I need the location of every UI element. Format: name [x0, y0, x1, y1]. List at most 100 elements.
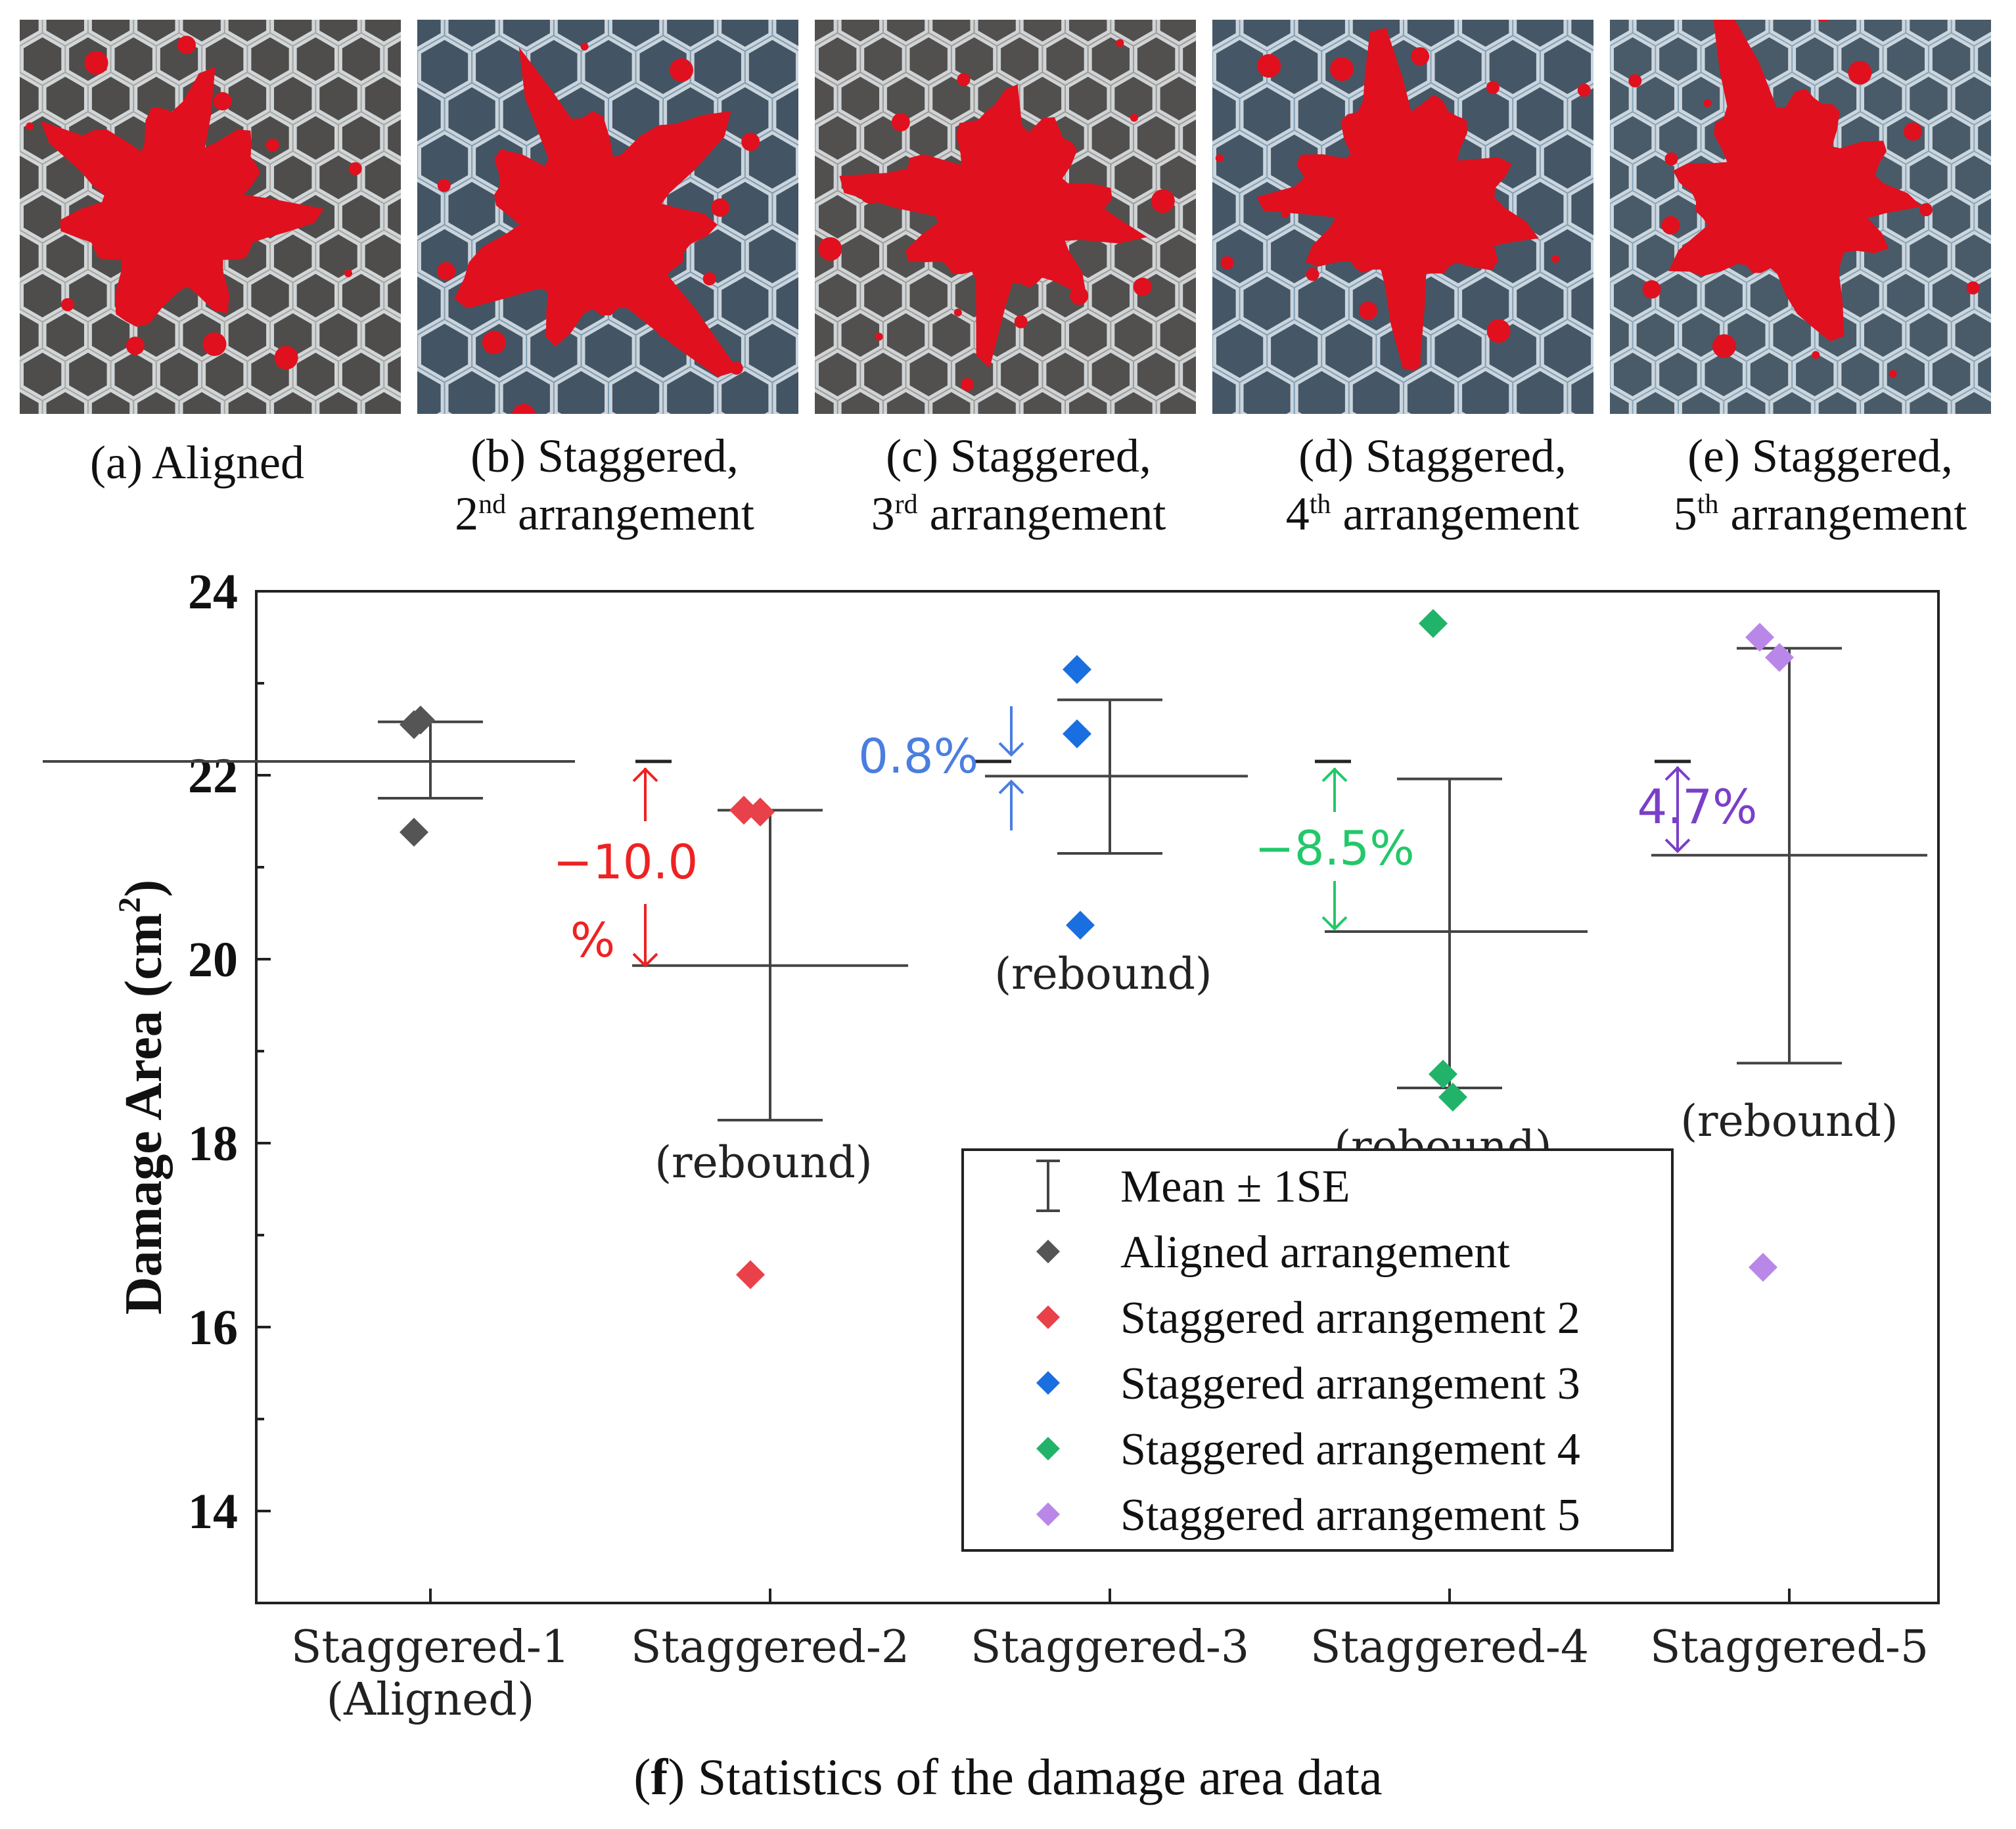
honeycomb-cell [1322, 320, 1376, 382]
damage-speck [875, 332, 883, 341]
damage-speck [26, 122, 34, 131]
honeycomb-cell [773, 84, 798, 145]
caption-e-line2: arrangement [1730, 487, 1967, 540]
honeycomb-cell [1134, 112, 1179, 164]
damage-area-chart: Damage Area (cm2) 14 16 18 20 22 24 Staggered-… [43, 565, 1940, 1726]
honeycomb-cell [582, 320, 635, 382]
data-point [746, 798, 775, 826]
honeycomb-cell [316, 231, 361, 282]
honeycomb-cell [1611, 349, 1655, 400]
honeycomb-cell [664, 20, 718, 51]
honeycomb-cell [838, 388, 882, 414]
honeycomb-cell [43, 388, 87, 414]
change-arrow-head [632, 953, 658, 968]
honeycomb-cell [838, 231, 882, 282]
damage-speck [1577, 83, 1591, 97]
honeycomb-cell [1678, 388, 1724, 414]
chart-axes: Damage Area (cm2) [112, 590, 1940, 1604]
honeycomb-cell [691, 36, 745, 98]
honeycomb-cell [1111, 309, 1156, 361]
honeycomb-cell [1540, 131, 1593, 192]
damage-speck [1904, 122, 1923, 141]
legend-marker [1036, 1305, 1060, 1329]
honeycomb-cell [1861, 388, 1906, 414]
honeycomb-cell [1633, 231, 1678, 282]
honeycomb-cell [202, 349, 247, 400]
honeycomb-cell [1838, 349, 1883, 400]
honeycomb-cell [1020, 20, 1065, 45]
honeycomb-cell [1656, 349, 1701, 400]
honeycomb-cell [1066, 309, 1111, 361]
honeycomb-cell [293, 112, 338, 164]
panel-b-staggered-2 [417, 20, 798, 414]
honeycomb-cell [316, 20, 361, 45]
change-arrow-head [1321, 767, 1348, 782]
honeycomb-cell [417, 178, 444, 240]
honeycomb-cell [1180, 37, 1196, 81]
honeycomb-cell [906, 349, 951, 400]
honeycomb-cell [1240, 367, 1294, 414]
honeycomb-cell [20, 20, 42, 45]
damage-speck [1014, 315, 1028, 328]
caption-b: (b) Staggered, 2nd arrangement [407, 427, 802, 543]
honeycomb-cell [1883, 270, 1928, 321]
honeycomb-cell [1294, 273, 1348, 334]
honeycomb-cell [20, 349, 65, 400]
honeycomb-cell [1929, 349, 1974, 400]
honeycomb-cell [1975, 194, 1991, 239]
x-tick-label: Staggered-5 [1650, 1621, 1929, 1673]
honeycomb-cell [1066, 20, 1111, 45]
honeycomb-cell [1020, 309, 1065, 361]
damage-speck [1402, 352, 1421, 371]
panel-c-staggered-3 [815, 20, 1196, 414]
damage-speck [1848, 60, 1872, 85]
panel-photo [417, 20, 798, 414]
honeycomb-cell [1020, 388, 1065, 414]
y-tick-label: 20 [188, 932, 238, 987]
damage-region [1668, 20, 1922, 342]
honeycomb-cell [883, 388, 928, 414]
figure-caption-text: Statistics of the damage area data [697, 1748, 1383, 1805]
honeycomb-cell [338, 112, 384, 164]
honeycomb-cell [1929, 112, 1974, 164]
caption-b-line2: arrangement [518, 487, 754, 540]
panel-photo [1212, 20, 1593, 414]
honeycomb-cell [1540, 225, 1593, 287]
honeycomb-cell [499, 20, 553, 51]
legend-label: Aligned arrangement [1120, 1227, 1510, 1278]
caption-e-ord: 5 [1673, 487, 1697, 540]
panel-photo [20, 20, 401, 414]
honeycomb-cell [1952, 73, 1991, 124]
honeycomb-cell [1157, 73, 1196, 124]
damage-speck [1220, 256, 1234, 269]
honeycomb-cell [1111, 388, 1156, 414]
pct-label-staggered-5: 4.7% [1638, 779, 1758, 834]
x-tick-label: Staggered-4 [1310, 1621, 1589, 1673]
honeycomb-cell [271, 20, 315, 45]
x-tick-label-line2: (Aligned) [327, 1674, 535, 1726]
honeycomb-cell [773, 368, 798, 414]
caption-d-ord: 4 [1285, 487, 1310, 540]
damage-speck [1664, 152, 1678, 166]
honeycomb-cell [1861, 309, 1906, 361]
honeycomb-cell [1212, 83, 1239, 145]
honeycomb-cell [1815, 388, 1860, 414]
honeycomb-cell [225, 73, 270, 124]
honeycomb-cell [554, 367, 608, 414]
honeycomb-cell [1906, 231, 1951, 282]
photo-row: (a) Aligned (b) Staggered, 2nd arrangeme… [0, 0, 2016, 565]
y-axis-label: Damage Area (cm2) [112, 880, 173, 1315]
honeycomb-cell [248, 34, 292, 85]
honeycomb-cell [271, 152, 315, 203]
rebound-note: (rebound) [1680, 1096, 1898, 1146]
honeycomb-cell [361, 20, 401, 45]
honeycomb-cell [1883, 349, 1928, 400]
honeycomb-cell [1540, 320, 1593, 382]
honeycomb-cell [88, 73, 133, 124]
damage-speck [1486, 81, 1500, 95]
damage-region [1256, 28, 1539, 369]
honeycomb-cell [1431, 36, 1485, 98]
honeycomb-cell [384, 37, 401, 81]
damage-speck [202, 332, 227, 356]
honeycomb-cell [718, 367, 772, 414]
